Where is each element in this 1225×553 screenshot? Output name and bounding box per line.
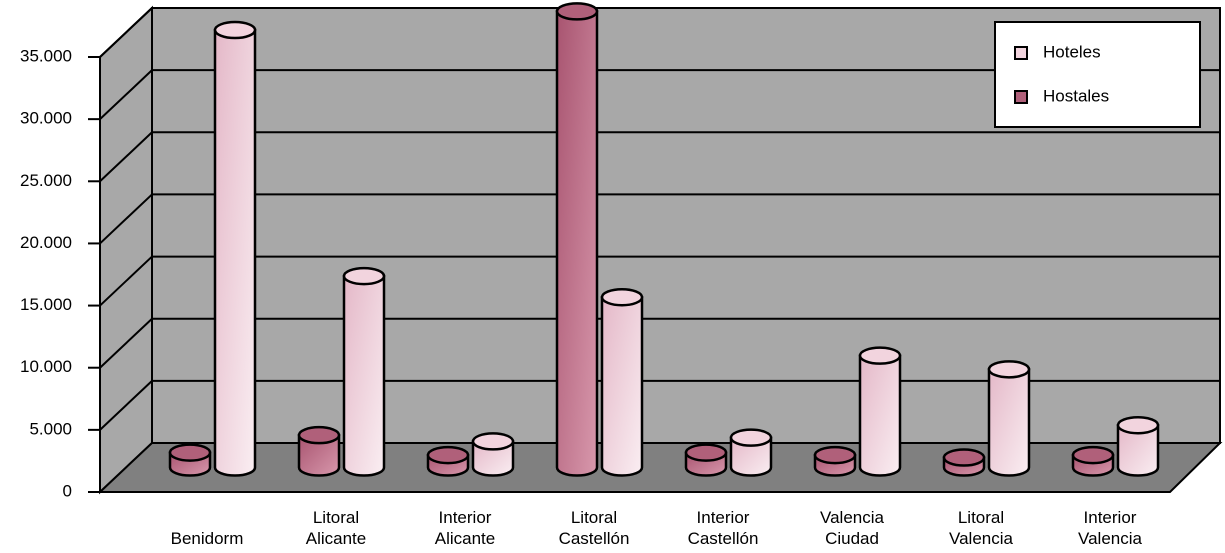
bar-top	[555, 2, 599, 21]
bar	[600, 287, 644, 477]
side-wall	[99, 5, 153, 495]
x-tick-label: Litoral Castellón	[558, 508, 630, 548]
bar	[729, 428, 773, 477]
bar-body	[987, 368, 1031, 477]
bar-top	[942, 448, 986, 467]
bar-top	[342, 266, 386, 286]
bar-body	[342, 274, 386, 477]
bar	[1071, 445, 1115, 477]
y-tick-label: 35.000	[20, 46, 72, 65]
grid-line	[99, 131, 153, 183]
y-tick-label: 15.000	[20, 295, 72, 314]
legend-swatch	[1014, 46, 1028, 60]
bar	[942, 448, 986, 477]
bar-body	[297, 433, 341, 477]
y-tick-label: 0	[63, 481, 72, 500]
bar-body	[555, 10, 599, 477]
bar	[858, 346, 902, 477]
bar-top	[471, 432, 515, 451]
floor	[97, 442, 1223, 493]
bar	[471, 432, 515, 477]
grid-line	[99, 317, 153, 369]
bar-top	[426, 445, 470, 465]
grid-line	[99, 7, 153, 58]
x-tick-label: Litoral Valencia	[949, 508, 1013, 548]
bar-body	[858, 354, 902, 477]
bar-body	[213, 28, 257, 477]
bar	[297, 425, 341, 477]
grid-line	[99, 380, 153, 431]
bar	[684, 443, 728, 477]
bar-top	[297, 425, 341, 445]
bar-top	[684, 443, 728, 462]
grid-line	[99, 69, 153, 120]
bar	[168, 443, 212, 477]
bar-top	[168, 443, 212, 462]
grid-line	[99, 255, 153, 307]
grid-line	[99, 193, 153, 245]
x-tick-label: Litoral Alicante	[305, 508, 367, 548]
bar	[342, 266, 386, 477]
x-tick-label: Interior Alicante	[434, 508, 496, 548]
bar-top	[729, 428, 773, 447]
x-tick-label: Valencia Ciudad	[820, 508, 884, 548]
bar	[1116, 415, 1160, 477]
bar-body	[600, 295, 644, 477]
bar-top	[813, 445, 857, 465]
y-tick-label: 10.000	[20, 357, 72, 376]
bar	[555, 2, 599, 477]
y-tick-label: 30.000	[20, 109, 72, 128]
y-tick-label: 5.000	[29, 419, 72, 438]
legend-label: Hostales	[1043, 86, 1109, 105]
bar-top	[213, 20, 257, 40]
legend-box	[994, 21, 1201, 128]
legend-swatch	[1014, 90, 1028, 104]
x-tick-label: Interior Valencia	[1078, 508, 1142, 548]
bar	[213, 20, 257, 477]
bar-body	[471, 440, 515, 477]
bar	[426, 445, 470, 477]
bar-top	[1116, 415, 1160, 435]
bar-top	[987, 360, 1031, 379]
legend-label: Hoteles	[1043, 42, 1101, 61]
bar-top	[600, 287, 644, 307]
x-tick-label: Benidorm	[170, 529, 244, 548]
bar	[813, 445, 857, 477]
bar-top	[858, 346, 902, 365]
y-tick-label: 20.000	[20, 233, 72, 252]
x-tick-label: Interior Castellón	[687, 508, 759, 548]
bar-body	[729, 436, 773, 477]
bar	[987, 360, 1031, 477]
bar-top	[1071, 445, 1115, 465]
y-tick-label: 25.000	[20, 171, 72, 190]
bar-body	[1116, 423, 1160, 477]
